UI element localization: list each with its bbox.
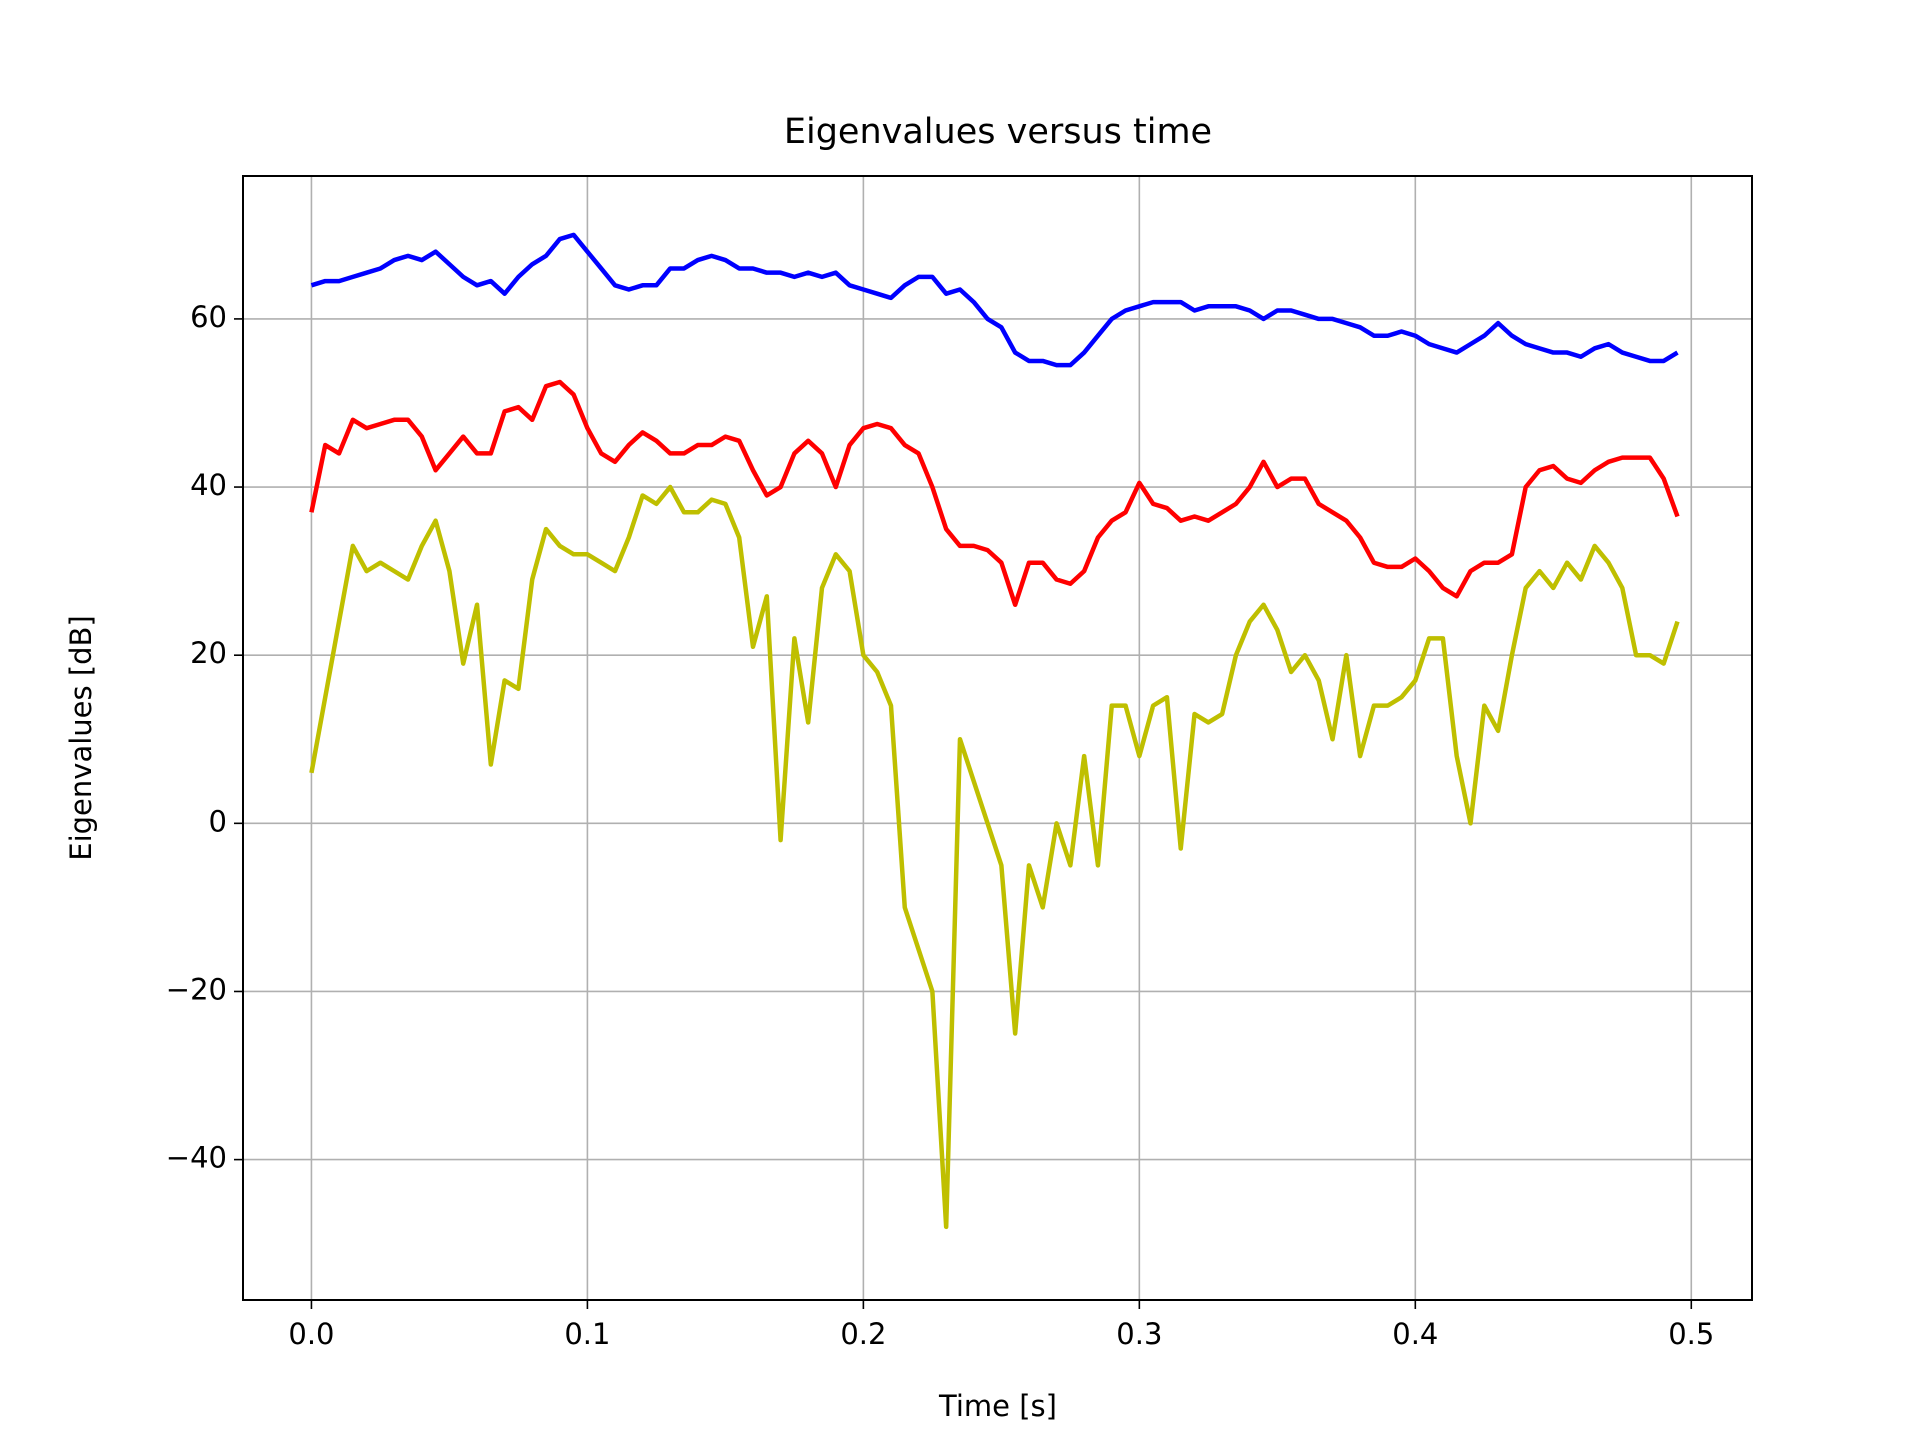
x-tick-label: 0.3: [1116, 1317, 1162, 1351]
plot-frame: [242, 175, 1753, 1301]
series-line: [310, 232, 1679, 368]
series-line: [309, 484, 1680, 1230]
y-tick-label: 60: [190, 300, 227, 334]
x-tick-label: 0.2: [840, 1317, 886, 1351]
x-tick-label: 0.5: [1668, 1317, 1714, 1351]
y-tick-label: 40: [190, 468, 227, 502]
y-tick-label: 20: [190, 636, 227, 670]
chart-title: Eigenvalues versus time: [784, 112, 1212, 152]
x-tick-label: 0.0: [288, 1317, 334, 1351]
y-tick-label: 0: [209, 804, 227, 838]
y-tick-label: −20: [166, 972, 227, 1006]
y-axis-label: Eigenvalues [dB]: [64, 615, 98, 860]
x-tick-label: 0.1: [564, 1317, 610, 1351]
x-axis-label: Time [s]: [938, 1389, 1057, 1423]
series-line: [309, 379, 1680, 607]
x-tick-label: 0.4: [1392, 1317, 1438, 1351]
y-tick-label: −40: [166, 1141, 227, 1175]
